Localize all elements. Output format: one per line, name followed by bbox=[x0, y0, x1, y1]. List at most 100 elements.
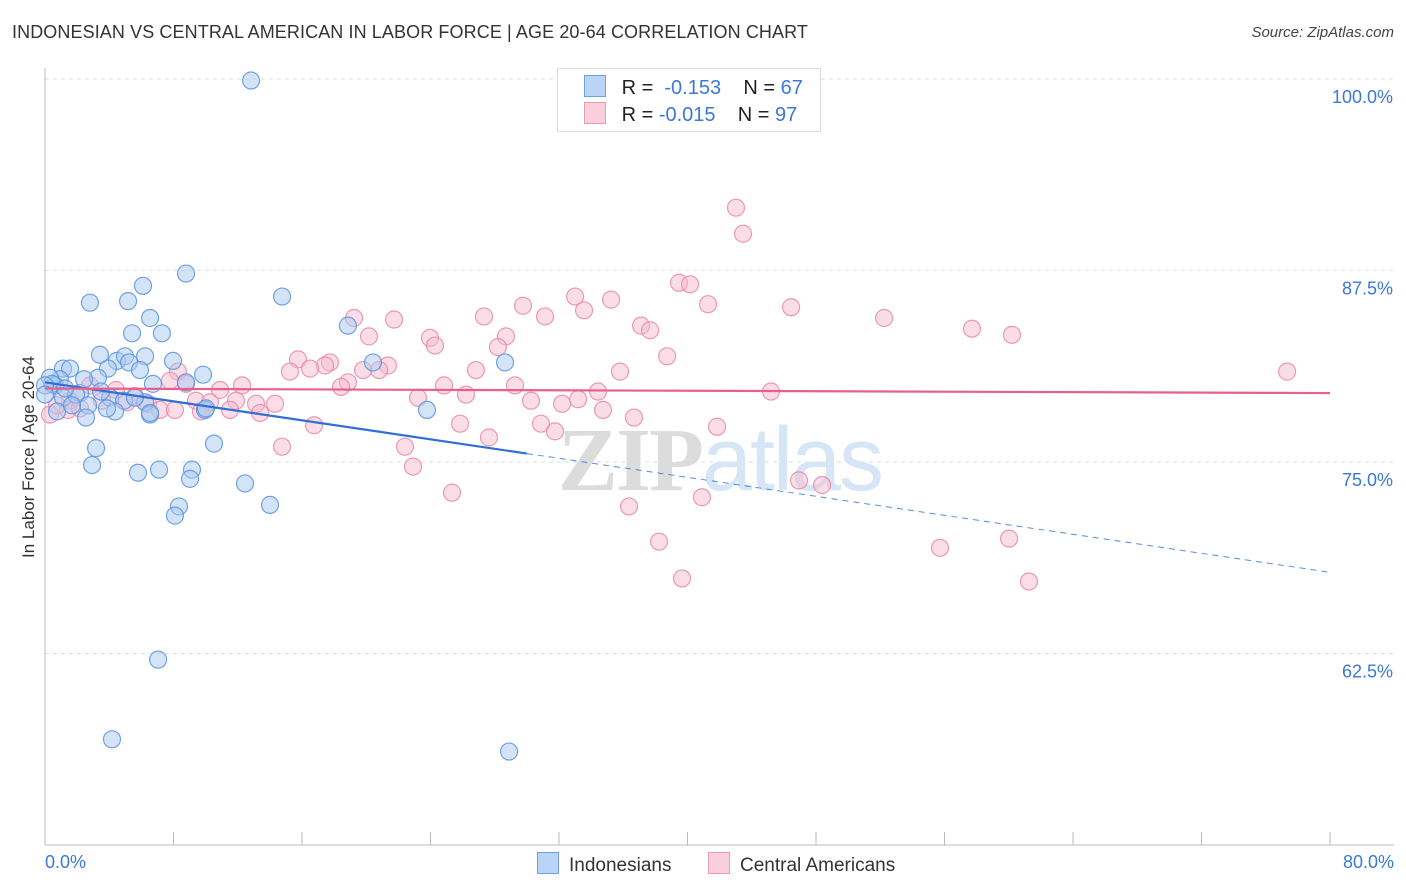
data-point bbox=[474, 307, 494, 326]
data-point bbox=[680, 275, 700, 294]
chart-title: INDONESIAN VS CENTRAL AMERICAN IN LABOR … bbox=[12, 22, 809, 42]
legend-r-value: -0.153 bbox=[664, 77, 722, 99]
watermark-atlas: atlas bbox=[702, 410, 882, 510]
data-point bbox=[456, 385, 476, 404]
data-point bbox=[698, 295, 718, 314]
data-point bbox=[160, 371, 180, 390]
data-point bbox=[672, 569, 692, 588]
data-point bbox=[499, 742, 519, 761]
data-point bbox=[265, 394, 285, 413]
data-point bbox=[331, 377, 351, 397]
data-point bbox=[235, 474, 255, 493]
data-point bbox=[610, 362, 630, 381]
data-point bbox=[782, 298, 801, 317]
legend-label: Indonesians bbox=[569, 855, 672, 876]
legend-r-value: -0.015 bbox=[658, 104, 716, 126]
data-point bbox=[813, 475, 832, 495]
data-point bbox=[1002, 325, 1022, 344]
legend-n-label: N = bbox=[737, 104, 770, 126]
data-point bbox=[569, 390, 588, 409]
data-point bbox=[280, 362, 300, 381]
watermark-zip: ZIP bbox=[558, 411, 702, 510]
legend-row-indonesians: R = -0.153 N = 67 bbox=[584, 75, 803, 100]
data-point bbox=[789, 471, 809, 490]
data-point bbox=[176, 373, 196, 392]
data-point bbox=[692, 488, 712, 507]
data-point bbox=[417, 400, 437, 420]
data-point bbox=[726, 198, 746, 217]
y-tick-label: 62.5% bbox=[1342, 662, 1393, 682]
data-point bbox=[163, 351, 183, 370]
data-point bbox=[272, 287, 292, 306]
data-point bbox=[363, 353, 383, 372]
data-point bbox=[152, 324, 172, 343]
data-point bbox=[180, 469, 200, 488]
data-point bbox=[403, 457, 423, 476]
data-point bbox=[140, 403, 160, 423]
bottom-legend-indonesians: Indonesians bbox=[537, 852, 671, 877]
data-point bbox=[505, 376, 525, 395]
data-point bbox=[272, 437, 292, 456]
data-point bbox=[241, 71, 261, 90]
data-point bbox=[76, 408, 96, 427]
data-point bbox=[999, 529, 1019, 548]
data-point bbox=[733, 224, 753, 243]
legend-row-central-americans: R = -0.015 N = 97 bbox=[584, 102, 797, 127]
data-point bbox=[450, 414, 470, 433]
watermark: ZIPatlas bbox=[558, 410, 882, 510]
data-point bbox=[165, 506, 185, 525]
trend-line-indonesians bbox=[44, 381, 528, 455]
x-tick-label-min: 0.0% bbox=[45, 852, 87, 872]
data-point bbox=[545, 422, 565, 441]
data-point bbox=[118, 292, 138, 311]
x-tick-label-max: 80.0% bbox=[1342, 852, 1394, 872]
data-point bbox=[1019, 572, 1039, 591]
data-point bbox=[304, 416, 324, 435]
data-point bbox=[102, 730, 122, 749]
data-point bbox=[165, 400, 185, 420]
y-axis-title: In Labor Force | Age 20-64 bbox=[19, 356, 38, 558]
data-point bbox=[962, 319, 982, 338]
data-point bbox=[395, 437, 415, 456]
legend-box: R = -0.153 N = 67 R = -0.015 N = 97 bbox=[557, 68, 821, 132]
data-point bbox=[930, 538, 950, 557]
series-indonesians bbox=[35, 71, 519, 761]
data-point bbox=[624, 408, 644, 427]
data-point bbox=[260, 495, 280, 514]
data-point bbox=[535, 307, 555, 326]
data-point bbox=[82, 455, 102, 475]
data-point bbox=[565, 287, 585, 306]
legend-n-value: 97 bbox=[775, 104, 798, 126]
data-point bbox=[552, 394, 572, 413]
data-point bbox=[601, 290, 621, 309]
grid bbox=[45, 78, 1394, 654]
data-point bbox=[434, 376, 454, 395]
axes bbox=[44, 68, 1394, 846]
data-point bbox=[619, 497, 639, 516]
data-point bbox=[707, 417, 727, 436]
data-point bbox=[176, 264, 196, 283]
data-point bbox=[574, 301, 594, 320]
data-point bbox=[128, 463, 148, 482]
data-point bbox=[1278, 362, 1297, 381]
legend-r-label: R = bbox=[621, 77, 654, 99]
data-point bbox=[133, 276, 153, 295]
legend-r-label: R = bbox=[621, 104, 654, 126]
y-tick-label: 87.5% bbox=[1342, 279, 1393, 299]
data-point bbox=[466, 360, 486, 380]
data-point bbox=[658, 347, 677, 366]
data-point bbox=[442, 483, 462, 502]
data-point bbox=[640, 321, 660, 340]
data-point bbox=[140, 308, 160, 328]
data-point bbox=[80, 293, 100, 312]
data-point bbox=[495, 353, 515, 372]
data-point bbox=[384, 310, 404, 329]
data-point bbox=[488, 338, 508, 357]
data-point bbox=[521, 391, 541, 410]
data-point bbox=[90, 345, 110, 364]
data-point bbox=[338, 316, 358, 335]
data-point bbox=[875, 308, 894, 328]
data-point bbox=[35, 385, 55, 404]
legend-swatch-pink bbox=[584, 102, 606, 124]
